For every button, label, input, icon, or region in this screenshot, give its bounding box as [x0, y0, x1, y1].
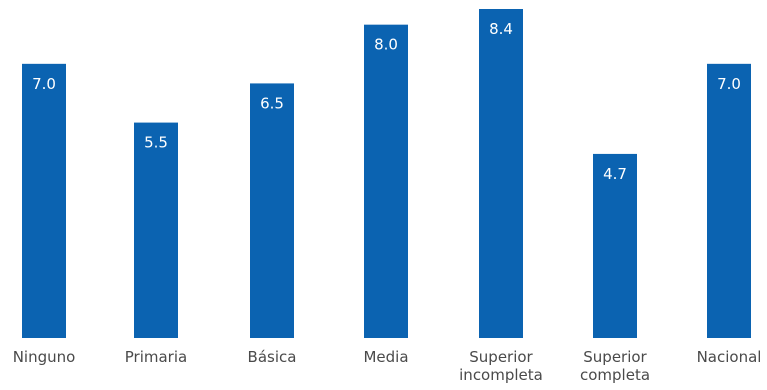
bar-0	[22, 63, 66, 338]
bar-4	[479, 9, 523, 338]
bar-value-label-4: 8.4	[489, 20, 513, 38]
bar-1	[134, 122, 178, 338]
bar-value-label-2: 6.5	[260, 94, 284, 112]
bar-2	[250, 83, 294, 339]
bar-value-label-3: 8.0	[374, 36, 398, 54]
bar-value-label-6: 7.0	[717, 75, 741, 93]
bar-3	[364, 24, 408, 339]
category-label-3: Media	[363, 348, 408, 366]
category-label-0: Ninguno	[13, 348, 76, 366]
bar-value-label-1: 5.5	[144, 134, 168, 152]
category-label-6: Nacional	[697, 348, 762, 366]
category-label-5-line-0: Superior	[583, 348, 647, 366]
category-label-1: Primaria	[125, 348, 187, 366]
category-label-4-line-1: incompleta	[459, 366, 543, 384]
category-label-5-line-1: completa	[580, 366, 650, 384]
bar-value-label-5: 4.7	[603, 165, 627, 183]
bar-5	[593, 153, 637, 338]
category-label-2: Básica	[248, 348, 297, 366]
category-label-4-line-0: Superior	[469, 348, 533, 366]
bar-6	[707, 63, 751, 338]
bar-value-label-0: 7.0	[32, 75, 56, 93]
